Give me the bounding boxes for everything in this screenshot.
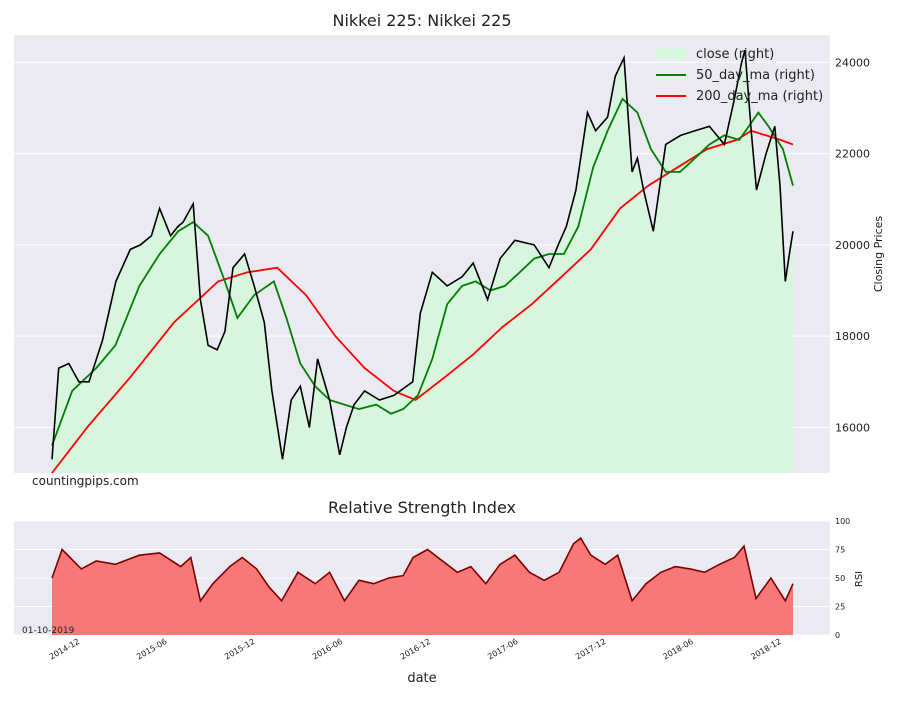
rsi-line bbox=[51, 536, 794, 603]
x-tick-label: 2018-12 bbox=[749, 637, 782, 662]
x-tick-label: 2016-12 bbox=[399, 637, 432, 662]
legend-label: close (right) bbox=[696, 47, 774, 62]
legend-label: 200_day_ma (right) bbox=[696, 89, 823, 104]
price-y-axis-label: Closing Prices bbox=[872, 216, 885, 293]
close-line bbox=[51, 49, 794, 460]
x-axis-label: date bbox=[407, 671, 436, 686]
price-y-tick-label: 18000 bbox=[835, 330, 870, 343]
price-chart-title: Nikkei 225: Nikkei 225 bbox=[332, 11, 511, 30]
rsi-y-tick-label: 0 bbox=[835, 631, 840, 640]
legend-swatch-close bbox=[656, 48, 686, 59]
rsi-y-ticks: 0 25 50 75 100 bbox=[835, 517, 850, 640]
x-tick-label: 2014-12 bbox=[48, 637, 81, 662]
price-legend: close (right) 50_day_ma (right) 200_day_ma… bbox=[656, 47, 823, 104]
rsi-y-tick-label: 50 bbox=[835, 574, 845, 583]
ma50-line bbox=[51, 97, 794, 446]
rsi-series-group bbox=[51, 536, 794, 635]
price-series-group bbox=[51, 49, 794, 474]
rsi-area-fill bbox=[52, 538, 793, 635]
rsi-y-tick-label: 25 bbox=[835, 603, 845, 612]
price-y-tick-label: 24000 bbox=[835, 56, 870, 69]
rsi-y-tick-label: 75 bbox=[835, 546, 845, 555]
x-tick-label: 2018-06 bbox=[661, 637, 694, 662]
x-tick-label: 2015-06 bbox=[135, 637, 168, 662]
price-y-tick-label: 20000 bbox=[835, 239, 870, 252]
price-y-tick-label: 22000 bbox=[835, 148, 870, 161]
rsi-chart-title: Relative Strength Index bbox=[328, 498, 516, 517]
close-area-fill bbox=[52, 50, 793, 473]
x-tick-label: 2016-06 bbox=[311, 637, 344, 662]
price-y-ticks: 16000 18000 20000 22000 24000 bbox=[835, 56, 870, 434]
rsi-y-tick-label: 100 bbox=[835, 517, 850, 526]
price-y-tick-label: 16000 bbox=[835, 421, 870, 434]
rsi-date-annotation: 01-10-2019 bbox=[22, 626, 75, 636]
x-tick-label: 2017-12 bbox=[574, 637, 607, 662]
rsi-y-axis-label: RSI bbox=[854, 571, 865, 587]
rsi-x-ticks: 2014-12 2015-06 2015-12 2016-06 2016-12 2017-… bbox=[48, 637, 783, 662]
x-tick-label: 2015-12 bbox=[223, 637, 256, 662]
ma200-line bbox=[51, 129, 794, 474]
watermark-text: countingpips.com bbox=[32, 474, 139, 488]
x-tick-label: 2017-06 bbox=[486, 637, 519, 662]
legend-label: 50_day_ma (right) bbox=[696, 68, 815, 83]
